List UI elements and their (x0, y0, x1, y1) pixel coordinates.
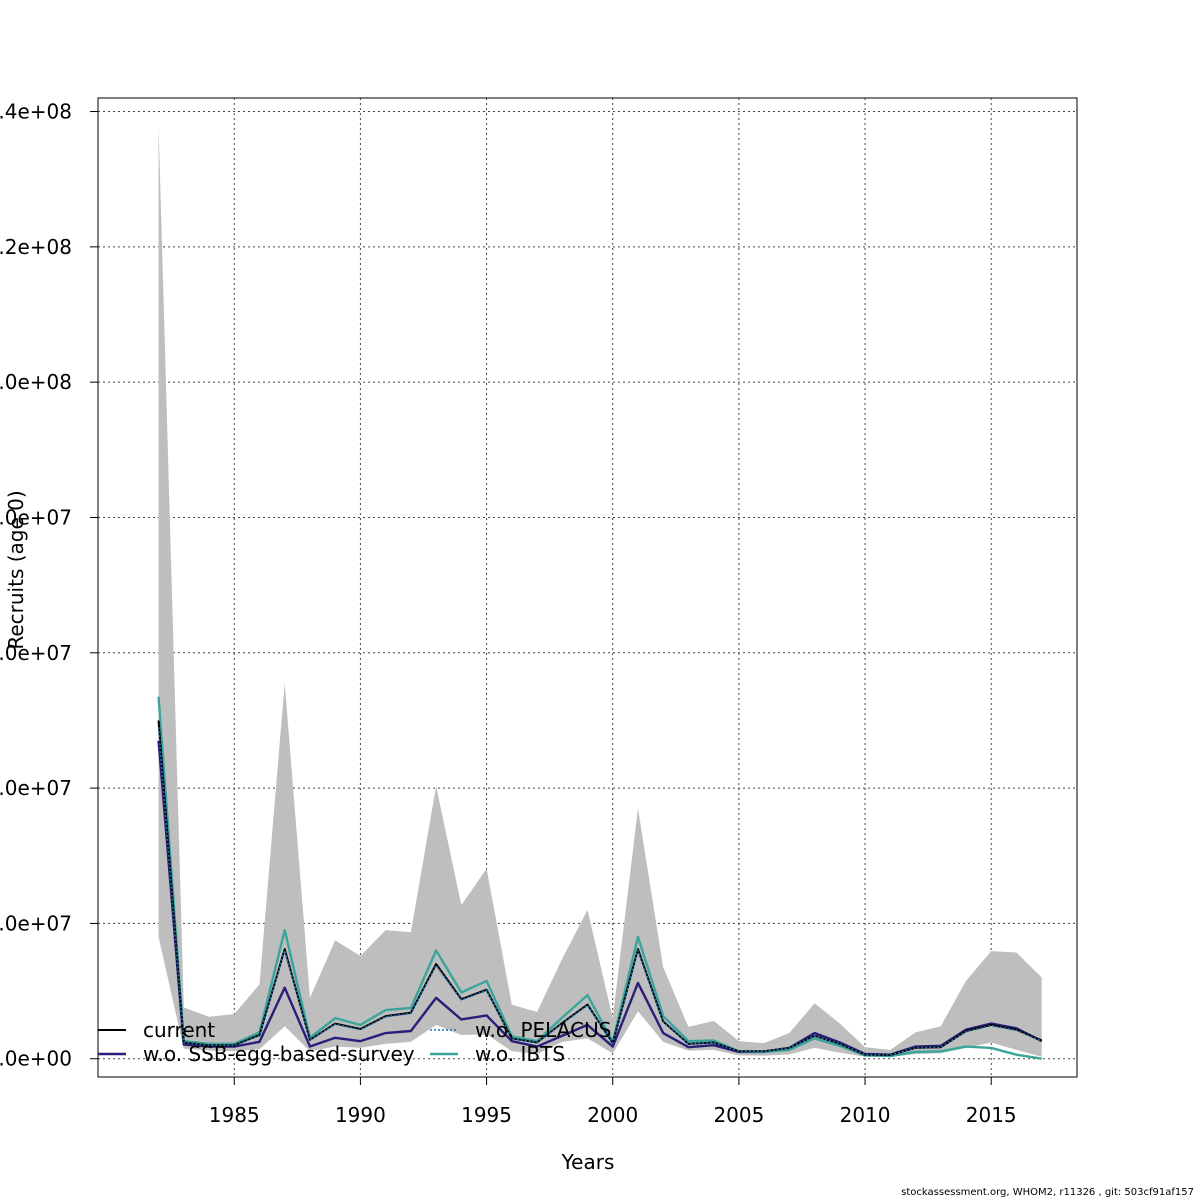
legend-label: w.o. SSB-egg-based-survey (143, 1042, 415, 1066)
legend-label: w.o. IBTS (475, 1042, 565, 1066)
x-tick-label: 2015 (966, 1103, 1017, 1127)
y-tick-label: 0.0e+00 (0, 1047, 72, 1071)
footer-credit: stockassessment.org, WHOM2, r11326 , git… (901, 1187, 1194, 1198)
x-axis-label: Years (561, 1150, 615, 1174)
x-tick-label: 2000 (587, 1103, 638, 1127)
legend-label: w.o. PELACUS (475, 1018, 611, 1042)
y-tick-label: 1.4e+08 (0, 100, 72, 124)
y-tick-label: 1.2e+08 (0, 235, 72, 259)
y-tick-label: 1.0e+08 (0, 370, 72, 394)
confidence-band-group (158, 125, 1042, 1058)
x-tick-label: 1995 (461, 1103, 512, 1127)
x-axis-ticks: 1985 1990 1995 2000 2005 2010 2015 (209, 1077, 1017, 1127)
y-tick-label: 4.0e+07 (0, 776, 72, 800)
series-line-w-o-ibts (157, 696, 1042, 1060)
series-line-w-o-pelacus (157, 727, 1042, 1056)
y-tick-label: 8.0e+07 (0, 505, 72, 529)
plot-frame (97, 97, 1078, 1078)
y-axis-ticks: 0.0e+00 2.0e+07 4.0e+07 6.0e+07 8.0e+07 1.0e+… (0, 100, 98, 1071)
x-tick-label: 1985 (209, 1103, 260, 1127)
y-tick-label: 6.0e+07 (0, 641, 72, 665)
y-tick-label: 2.0e+07 (0, 911, 72, 935)
y-axis-label: Recruits (age 0) (4, 490, 28, 649)
legend-label: current (143, 1018, 215, 1042)
x-tick-label: 2005 (713, 1103, 764, 1127)
x-tick-label: 2010 (840, 1103, 891, 1127)
series-lines (157, 696, 1043, 1060)
x-tick-label: 1990 (335, 1103, 386, 1127)
confidence-band (158, 125, 1042, 1058)
